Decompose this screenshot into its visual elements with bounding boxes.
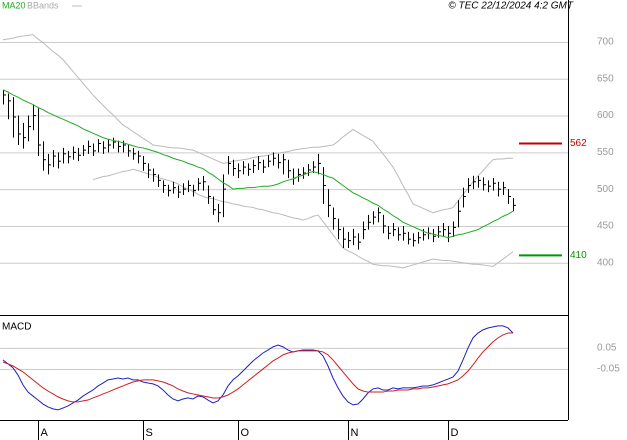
y-tick-label: -0.05: [597, 364, 620, 375]
y-tick-label: 600: [597, 110, 614, 121]
y-tick-label: 500: [597, 184, 614, 195]
price-level-label: 410: [570, 250, 587, 261]
x-tick-label: A: [41, 427, 49, 439]
y-tick-label: 0.05: [597, 343, 617, 354]
y-tick-label: 400: [597, 257, 614, 268]
macd-line: [2, 332, 513, 403]
y-tick-label: 650: [597, 73, 614, 84]
bband-lower: [92, 168, 514, 269]
macd-line: [2, 325, 514, 411]
credit: © TEC 22/12/2024 4:2 GMT: [448, 1, 574, 12]
ma-line: [2, 89, 514, 239]
x-tick-label: O: [241, 427, 250, 439]
x-tick-label: S: [146, 427, 153, 439]
price-level-label: 562: [570, 138, 587, 149]
legend-bbands: BBands: [27, 0, 59, 10]
y-tick-label: 450: [597, 221, 614, 232]
y-tick-label: 700: [597, 37, 614, 48]
x-tick-label: D: [451, 427, 459, 439]
macd-title: MACD: [2, 322, 31, 333]
legend-ma20: MA20: [2, 0, 26, 10]
y-tick-label: 550: [597, 147, 614, 158]
x-tick-label: N: [351, 427, 359, 439]
